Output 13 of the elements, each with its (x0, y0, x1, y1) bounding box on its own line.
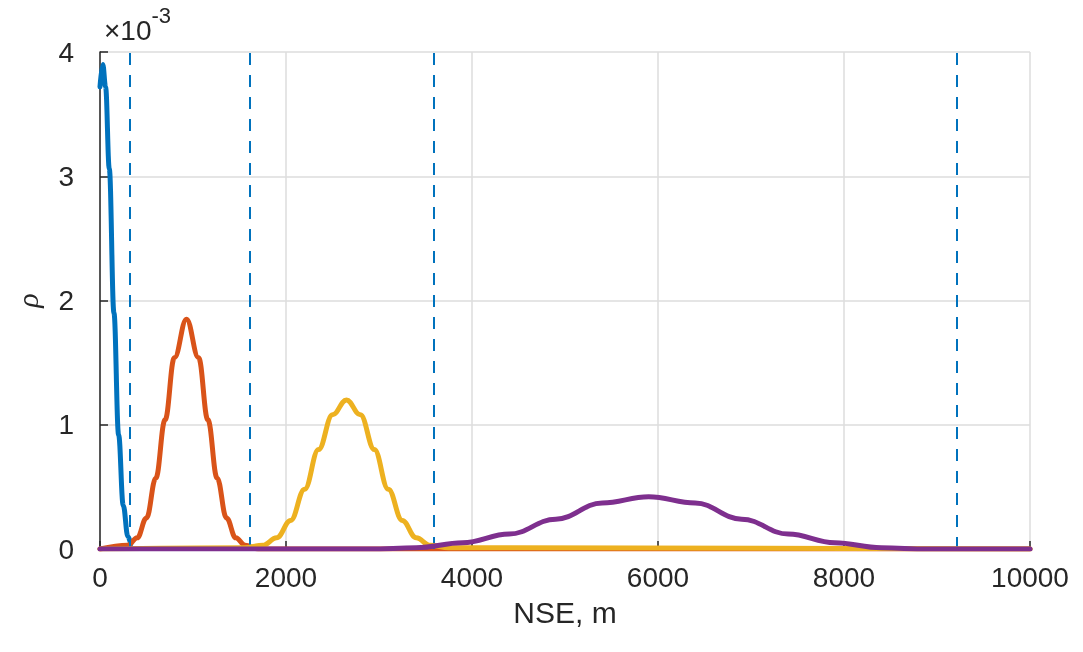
x-tick-label: 4000 (440, 561, 504, 593)
y-tick-label: 2 (58, 285, 74, 316)
y-tick-label: 4 (58, 36, 74, 68)
y-tick-label: 3 (58, 160, 74, 192)
x-tick-label: 0 (92, 561, 108, 593)
x-tick-label: 6000 (626, 561, 690, 593)
y-tick-label: 0 (58, 533, 74, 565)
x-tick-label: 8000 (812, 561, 876, 593)
x-tick-label: 10000 (991, 561, 1069, 593)
y-axis-title: ρ (10, 293, 44, 309)
y-tick-label: 1 (58, 409, 74, 441)
x-axis-title: NSE, m (513, 595, 617, 629)
x-tick-label: 2000 (254, 561, 318, 593)
